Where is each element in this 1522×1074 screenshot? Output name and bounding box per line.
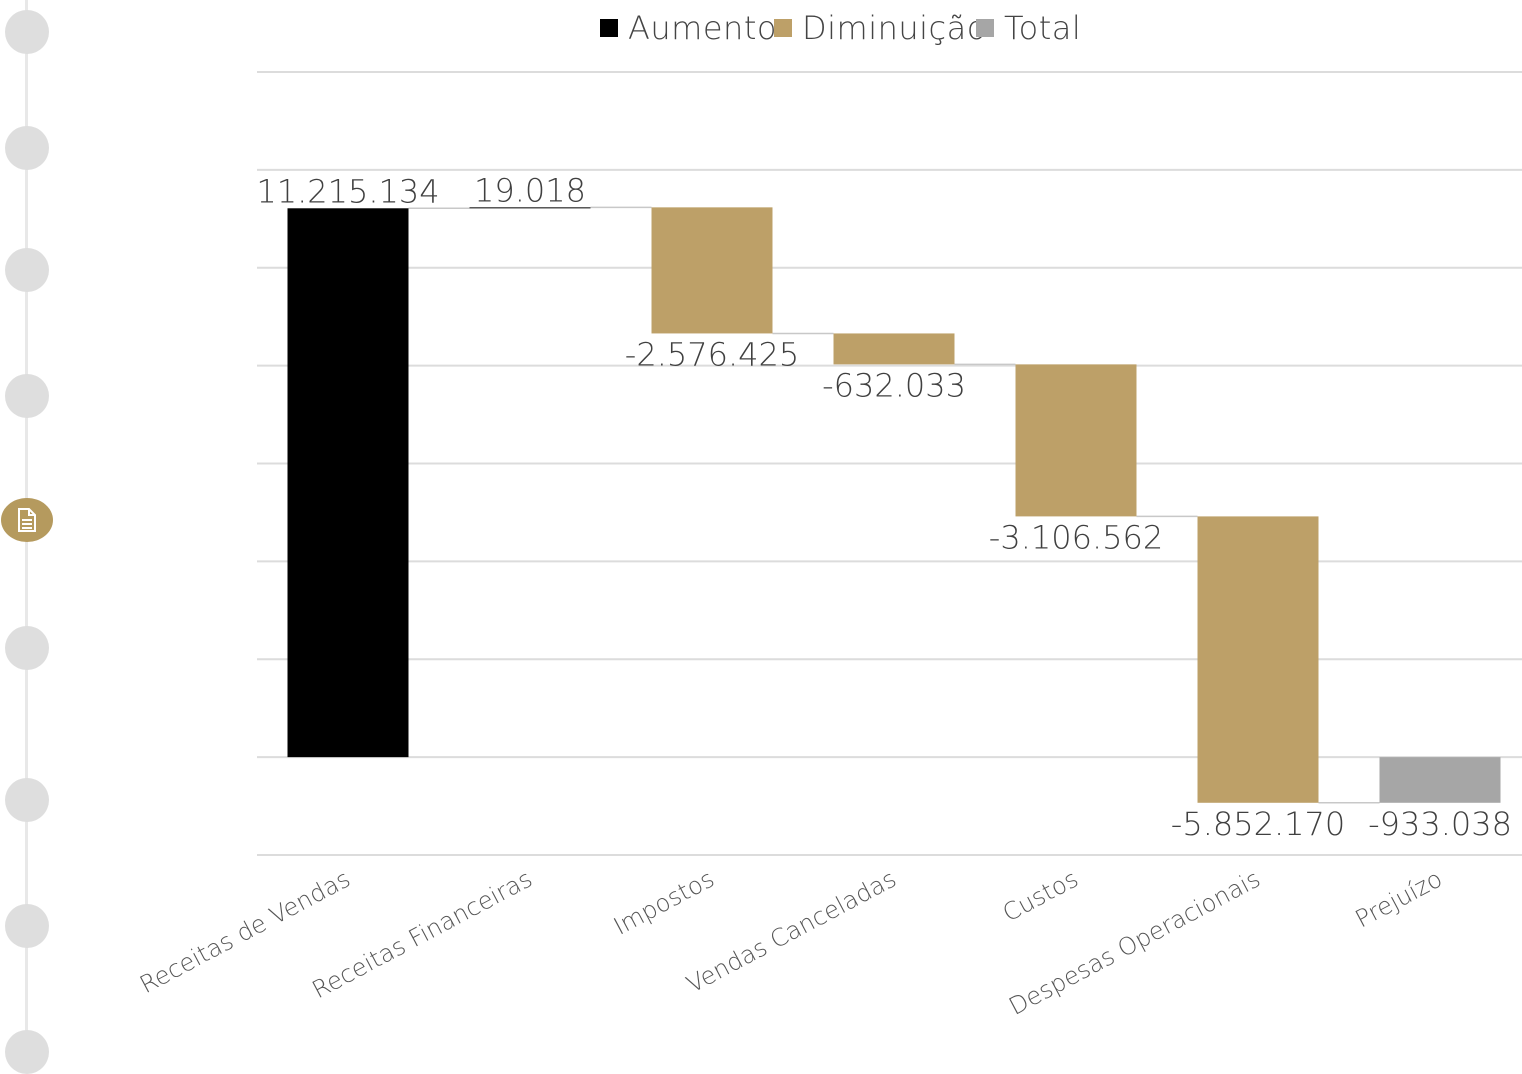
data-label-6: -5.852.170 xyxy=(1171,805,1345,843)
category-label-3: Impostos xyxy=(609,865,719,941)
data-label-7: -933.038 xyxy=(1368,805,1512,843)
nav-dot-8[interactable] xyxy=(5,904,49,948)
bar-7 xyxy=(1379,757,1501,803)
bar-6 xyxy=(1197,516,1319,803)
data-label-1: 11.215.134 xyxy=(256,172,439,210)
bar-3 xyxy=(651,207,773,334)
legend-item-1: Aumento xyxy=(600,8,777,48)
bar-4 xyxy=(833,333,955,365)
nav-dot-4[interactable] xyxy=(5,374,49,418)
nav-dot-2[interactable] xyxy=(5,126,49,170)
data-label-2: 19.018 xyxy=(474,171,586,209)
legend-label: Diminuição xyxy=(802,9,987,47)
nav-dot-5[interactable] xyxy=(1,498,53,542)
data-label-4: -632.033 xyxy=(822,366,966,404)
bar-1 xyxy=(287,208,409,758)
data-label-5: -3.106.562 xyxy=(989,518,1163,556)
chart-legend: Aumento Diminuição Total xyxy=(0,8,1522,48)
legend-swatch xyxy=(774,19,792,37)
legend-item-3: Total xyxy=(976,8,1081,48)
legend-swatch xyxy=(976,19,994,37)
nav-dot-1[interactable] xyxy=(5,10,49,54)
category-label-7: Prejuízo xyxy=(1351,865,1447,934)
data-label-3: -2.576.425 xyxy=(625,335,799,373)
category-label-5: Custos xyxy=(998,865,1083,928)
bar-2 xyxy=(469,207,591,209)
document-icon xyxy=(18,508,36,532)
legend-item-2: Diminuição xyxy=(774,8,987,48)
nav-dot-3[interactable] xyxy=(5,248,49,292)
nav-dot-6[interactable] xyxy=(5,626,49,670)
legend-label: Aumento xyxy=(628,9,777,47)
bar-5 xyxy=(1015,364,1137,517)
legend-label: Total xyxy=(1004,9,1082,47)
legend-swatch xyxy=(600,19,618,37)
nav-dot-7[interactable] xyxy=(5,778,49,822)
navigation-rail xyxy=(0,0,60,1074)
